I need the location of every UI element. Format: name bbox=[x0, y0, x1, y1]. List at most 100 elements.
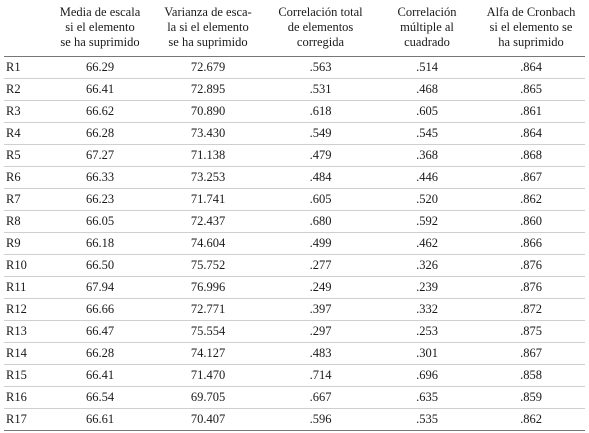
cell-squared-multiple-correlation: .696 bbox=[377, 364, 477, 387]
cell-squared-multiple-correlation: .605 bbox=[377, 100, 477, 123]
table-row: R16 66.54 69.705 .667 .635 .859 bbox=[4, 386, 585, 409]
cell-scale-variance: 74.127 bbox=[152, 342, 264, 365]
row-label: R17 bbox=[4, 408, 48, 431]
table-row: R1 66.29 72.679 .563 .514 .864 bbox=[4, 56, 585, 79]
table-row: R4 66.28 73.430 .549 .545 .864 bbox=[4, 122, 585, 145]
row-label: R10 bbox=[4, 254, 48, 277]
row-label: R7 bbox=[4, 188, 48, 211]
cell-scale-mean: 66.29 bbox=[48, 56, 152, 79]
table-row: R3 66.62 70.890 .618 .605 .861 bbox=[4, 100, 585, 123]
header-row: Media de escala si el elemento se ha sup… bbox=[4, 4, 585, 57]
cell-scale-variance: 73.430 bbox=[152, 122, 264, 145]
cell-alpha-if-deleted: .866 bbox=[477, 232, 585, 255]
cell-scale-mean: 66.41 bbox=[48, 78, 152, 101]
cell-squared-multiple-correlation: .239 bbox=[377, 276, 477, 299]
cell-scale-variance: 72.679 bbox=[152, 56, 264, 79]
cell-alpha-if-deleted: .872 bbox=[477, 298, 585, 321]
cell-scale-variance: 71.138 bbox=[152, 144, 264, 167]
cell-scale-mean: 66.28 bbox=[48, 122, 152, 145]
cell-alpha-if-deleted: .876 bbox=[477, 276, 585, 299]
row-label: R4 bbox=[4, 122, 48, 145]
cell-item-total-correlation: .397 bbox=[264, 298, 377, 321]
cell-alpha-if-deleted: .862 bbox=[477, 408, 585, 431]
cell-scale-variance: 72.437 bbox=[152, 210, 264, 233]
cell-squared-multiple-correlation: .535 bbox=[377, 408, 477, 431]
cell-item-total-correlation: .249 bbox=[264, 276, 377, 299]
cell-alpha-if-deleted: .864 bbox=[477, 56, 585, 79]
cell-alpha-if-deleted: .867 bbox=[477, 166, 585, 189]
cell-item-total-correlation: .680 bbox=[264, 210, 377, 233]
cell-item-total-correlation: .277 bbox=[264, 254, 377, 277]
cell-scale-variance: 73.253 bbox=[152, 166, 264, 189]
cell-alpha-if-deleted: .862 bbox=[477, 188, 585, 211]
cell-alpha-if-deleted: .868 bbox=[477, 144, 585, 167]
cell-alpha-if-deleted: .876 bbox=[477, 254, 585, 277]
cell-scale-mean: 67.27 bbox=[48, 144, 152, 167]
cell-squared-multiple-correlation: .253 bbox=[377, 320, 477, 343]
cell-item-total-correlation: .499 bbox=[264, 232, 377, 255]
cell-item-total-correlation: .484 bbox=[264, 166, 377, 189]
row-label: R14 bbox=[4, 342, 48, 365]
header-scale-mean-if-deleted: Media de escala si el elemento se ha sup… bbox=[48, 4, 152, 57]
cell-scale-mean: 66.33 bbox=[48, 166, 152, 189]
cell-scale-variance: 74.604 bbox=[152, 232, 264, 255]
cell-squared-multiple-correlation: .462 bbox=[377, 232, 477, 255]
header-squared-multiple-correlation: Correlación múltiple al cuadrado bbox=[377, 4, 477, 57]
table-row: R6 66.33 73.253 .484 .446 .867 bbox=[4, 166, 585, 189]
table-row: R12 66.66 72.771 .397 .332 .872 bbox=[4, 298, 585, 321]
cell-item-total-correlation: .549 bbox=[264, 122, 377, 145]
cell-squared-multiple-correlation: .592 bbox=[377, 210, 477, 233]
cell-scale-mean: 66.28 bbox=[48, 342, 152, 365]
table-row: R17 66.61 70.407 .596 .535 .862 bbox=[4, 408, 585, 431]
row-label: R1 bbox=[4, 56, 48, 79]
row-label: R8 bbox=[4, 210, 48, 233]
cell-scale-mean: 66.50 bbox=[48, 254, 152, 277]
cell-scale-variance: 75.752 bbox=[152, 254, 264, 277]
cell-scale-variance: 70.890 bbox=[152, 100, 264, 123]
table-row: R8 66.05 72.437 .680 .592 .860 bbox=[4, 210, 585, 233]
cell-scale-mean: 66.54 bbox=[48, 386, 152, 409]
cell-item-total-correlation: .297 bbox=[264, 320, 377, 343]
cell-scale-variance: 72.895 bbox=[152, 78, 264, 101]
table-row: R11 67.94 76.996 .249 .239 .876 bbox=[4, 276, 585, 299]
row-label: R12 bbox=[4, 298, 48, 321]
table-row: R15 66.41 71.470 .714 .696 .858 bbox=[4, 364, 585, 387]
cell-squared-multiple-correlation: .468 bbox=[377, 78, 477, 101]
cell-item-total-correlation: .563 bbox=[264, 56, 377, 79]
table-row: R5 67.27 71.138 .479 .368 .868 bbox=[4, 144, 585, 167]
cell-scale-variance: 70.407 bbox=[152, 408, 264, 431]
cell-item-total-correlation: .714 bbox=[264, 364, 377, 387]
cell-scale-mean: 66.41 bbox=[48, 364, 152, 387]
cell-scale-variance: 71.741 bbox=[152, 188, 264, 211]
row-label: R11 bbox=[4, 276, 48, 299]
table-row: R7 66.23 71.741 .605 .520 .862 bbox=[4, 188, 585, 211]
header-corrected-item-total-correlation: Correlación total de elementos corregida bbox=[264, 4, 377, 57]
table-row: R13 66.47 75.554 .297 .253 .875 bbox=[4, 320, 585, 343]
cell-item-total-correlation: .596 bbox=[264, 408, 377, 431]
header-scale-variance-if-deleted: Varianza de esca- la si el elemento se h… bbox=[152, 4, 264, 57]
table-row: R14 66.28 74.127 .483 .301 .867 bbox=[4, 342, 585, 365]
cell-scale-variance: 69.705 bbox=[152, 386, 264, 409]
cell-alpha-if-deleted: .861 bbox=[477, 100, 585, 123]
cell-squared-multiple-correlation: .545 bbox=[377, 122, 477, 145]
item-statistics-table: Media de escala si el elemento se ha sup… bbox=[4, 4, 585, 431]
cell-item-total-correlation: .531 bbox=[264, 78, 377, 101]
cell-alpha-if-deleted: .865 bbox=[477, 78, 585, 101]
cell-squared-multiple-correlation: .520 bbox=[377, 188, 477, 211]
cell-scale-mean: 66.66 bbox=[48, 298, 152, 321]
row-label: R13 bbox=[4, 320, 48, 343]
table-row: R2 66.41 72.895 .531 .468 .865 bbox=[4, 78, 585, 101]
header-item bbox=[4, 4, 48, 57]
cell-squared-multiple-correlation: .301 bbox=[377, 342, 477, 365]
cell-squared-multiple-correlation: .446 bbox=[377, 166, 477, 189]
row-label: R16 bbox=[4, 386, 48, 409]
cell-scale-mean: 66.18 bbox=[48, 232, 152, 255]
cell-alpha-if-deleted: .859 bbox=[477, 386, 585, 409]
row-label: R3 bbox=[4, 100, 48, 123]
row-label: R15 bbox=[4, 364, 48, 387]
cell-scale-mean: 67.94 bbox=[48, 276, 152, 299]
cell-item-total-correlation: .479 bbox=[264, 144, 377, 167]
cell-scale-variance: 71.470 bbox=[152, 364, 264, 387]
cell-scale-variance: 75.554 bbox=[152, 320, 264, 343]
